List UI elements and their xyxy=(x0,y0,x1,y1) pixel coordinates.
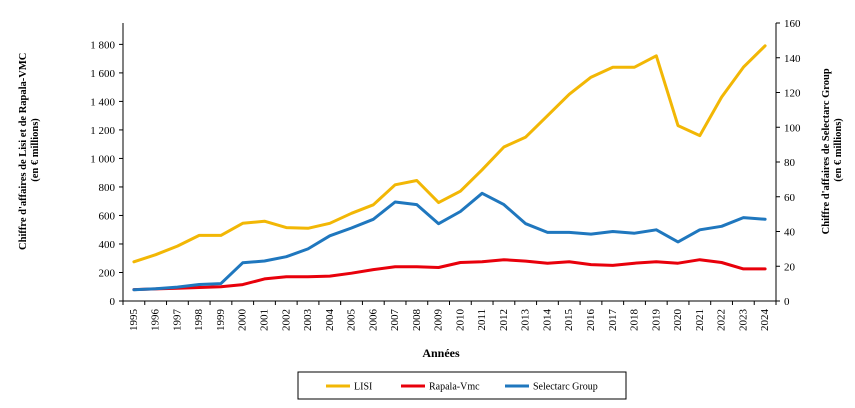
right-tick-label: 100 xyxy=(784,122,801,134)
right-tick-label: 160 xyxy=(784,18,801,30)
x-tick-label: 2003 xyxy=(302,309,314,332)
right-tick-label: 140 xyxy=(784,53,801,65)
left-tick-label: 1 600 xyxy=(90,68,115,80)
left-tick-label: 400 xyxy=(99,239,116,251)
right-tick-label: 40 xyxy=(784,227,796,239)
x-tick-label: 1997 xyxy=(171,309,183,332)
legend-box xyxy=(297,371,627,400)
x-tick-label: 2000 xyxy=(237,309,249,332)
left-axis-title-line-2: (en € millions) xyxy=(30,118,41,182)
x-tick-label: 2008 xyxy=(411,309,423,332)
x-tick-label: 2007 xyxy=(389,309,401,332)
x-tick-label: 2005 xyxy=(346,309,358,332)
x-tick-label: 2014 xyxy=(541,309,553,332)
right-tick-label: 20 xyxy=(784,261,796,273)
series-lines xyxy=(132,44,767,292)
left-tick-label: 1 800 xyxy=(90,39,115,51)
legend-items: LISI Rapala-Vmc Selectarc Group xyxy=(326,382,598,393)
right-axis-title: Chiffre d'affaires de Selectarc Group (e… xyxy=(821,66,844,235)
series-line-selectarc-group xyxy=(132,191,767,292)
x-tick-label: 2024 xyxy=(759,309,771,332)
x-tick-label: 1996 xyxy=(150,309,162,332)
x-tick-label: 2016 xyxy=(585,309,597,332)
right-axis-title-line-1: Chiffre d'affaires de Selectarc Group xyxy=(821,68,832,234)
legend-label-selectarc-group: Selectarc Group xyxy=(533,382,598,393)
x-tick-label: 2001 xyxy=(258,309,270,331)
x-tick-label: 2021 xyxy=(694,309,706,331)
left-tick-label: 200 xyxy=(99,267,116,279)
x-tick-label: 2002 xyxy=(280,309,292,331)
x-tick-label: 2013 xyxy=(520,309,532,332)
x-tick-label: 1995 xyxy=(128,309,140,332)
x-tick-label: 2009 xyxy=(433,309,445,332)
x-axis-ticks: 1995 1996 1997 1998 1999 2000 2001 2002 2003 2004… xyxy=(122,301,777,332)
left-tick-label: 1 000 xyxy=(90,153,115,165)
legend-label-rapala-vmc: Rapala-Vmc xyxy=(429,382,480,393)
x-tick-label: 2004 xyxy=(324,309,336,332)
chart-axes xyxy=(122,23,777,302)
right-axis-title-line-2: (en € millions) xyxy=(833,118,844,182)
left-axis-ticks: 0 200 400 600 800 1 000 1 200 1 400 1 600 1 800 xyxy=(90,39,123,308)
x-tick-label: 2010 xyxy=(454,309,466,332)
left-axis-title: Chiffre d'affaires de Lisi et de Rapala-… xyxy=(18,50,41,250)
x-tick-label: 2006 xyxy=(367,309,379,332)
x-axis-title: Années xyxy=(422,346,460,360)
series-line-lisi xyxy=(132,44,767,264)
left-tick-label: 1 400 xyxy=(90,96,115,108)
x-tick-label: 2023 xyxy=(737,309,749,332)
x-tick-label: 1999 xyxy=(215,309,227,332)
right-axis-ticks: 0 20 40 60 80 100 120 140 160 xyxy=(776,18,801,308)
left-tick-label: 1 200 xyxy=(90,125,115,137)
right-tick-label: 60 xyxy=(784,192,796,204)
x-tick-label: 2011 xyxy=(476,309,488,331)
x-tick-label: 2020 xyxy=(672,309,684,332)
left-axis-title-line-1: Chiffre d'affaires de Lisi et de Rapala-… xyxy=(18,53,29,250)
x-tick-label: 2022 xyxy=(716,309,728,331)
right-tick-label: 0 xyxy=(784,296,790,308)
right-tick-label: 120 xyxy=(784,88,801,100)
x-tick-label: 1998 xyxy=(193,309,205,332)
x-tick-label: 2019 xyxy=(650,309,662,332)
left-tick-label: 0 xyxy=(110,296,116,308)
right-tick-label: 80 xyxy=(784,157,796,169)
x-tick-label: 2015 xyxy=(563,309,575,332)
x-tick-label: 2018 xyxy=(629,309,641,332)
x-tick-label: 2017 xyxy=(607,309,619,332)
legend: LISI Rapala-Vmc Selectarc Group xyxy=(297,371,627,400)
legend-label-lisi: LISI xyxy=(354,382,372,393)
x-tick-label: 2012 xyxy=(498,309,510,331)
left-tick-label: 800 xyxy=(99,182,116,194)
series-line-rapala-vmc xyxy=(132,258,767,292)
left-tick-label: 600 xyxy=(99,210,116,222)
